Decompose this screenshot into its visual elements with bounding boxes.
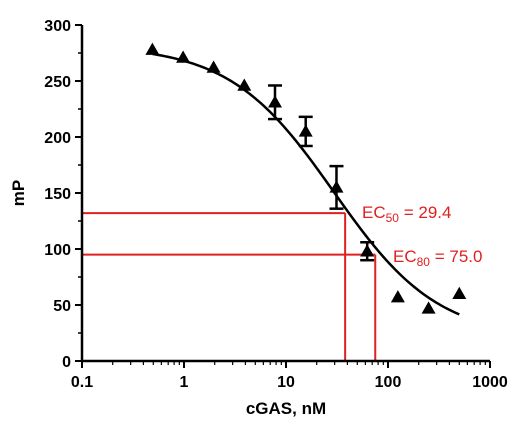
ec-subscript: 80 xyxy=(417,255,431,269)
ec-value: = 75.0 xyxy=(430,247,482,266)
data-point xyxy=(237,78,252,91)
ec-label: EC80 = 75.0 xyxy=(393,247,482,269)
data-points xyxy=(145,42,467,314)
x-axis-title: cGAS, nM xyxy=(246,399,326,418)
x-tick-label: 0.1 xyxy=(71,374,93,391)
fit-curve xyxy=(152,52,460,316)
y-tick-label: 200 xyxy=(44,130,71,147)
y-tick-label: 150 xyxy=(44,186,71,203)
fit-curve-group xyxy=(152,52,460,316)
y-tick-label: 0 xyxy=(62,354,71,371)
data-point xyxy=(145,42,160,55)
ec-value: = 29.4 xyxy=(399,203,451,222)
x-tick-label: 1 xyxy=(180,374,189,391)
ec-label: EC50 = 29.4 xyxy=(362,203,451,225)
data-point xyxy=(421,301,436,314)
x-tick-label: 10 xyxy=(277,374,295,391)
annotation-lines xyxy=(82,212,377,361)
ticks: 0 50 100 150 200 250 300 0.1 1 10 100 1000 xyxy=(44,18,508,391)
data-point xyxy=(329,180,344,193)
y-tick-label: 100 xyxy=(44,242,71,259)
data-point xyxy=(452,286,467,300)
y-tick-label: 50 xyxy=(53,298,71,315)
ec-subscript: 50 xyxy=(386,211,400,225)
x-tick-label: 100 xyxy=(375,374,402,391)
y-tick-label: 250 xyxy=(44,74,71,91)
data-point xyxy=(390,290,405,303)
data-point xyxy=(206,60,221,73)
data-point xyxy=(298,124,313,137)
y-axis-title: mP xyxy=(9,180,28,206)
data-point xyxy=(176,50,191,63)
x-tick-label: 1000 xyxy=(472,374,508,391)
y-tick-label: 300 xyxy=(44,18,71,35)
ec-prefix: EC xyxy=(393,247,417,266)
data-point xyxy=(360,244,375,257)
ec-prefix: EC xyxy=(362,203,386,222)
data-point xyxy=(267,95,282,108)
